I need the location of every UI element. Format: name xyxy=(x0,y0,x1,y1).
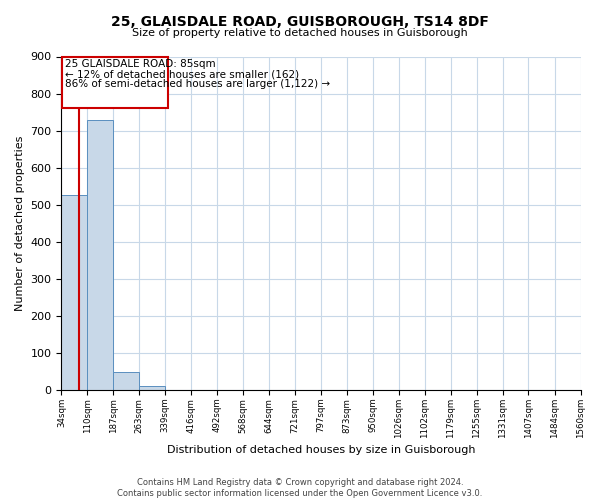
FancyBboxPatch shape xyxy=(62,56,168,108)
Bar xyxy=(113,372,139,390)
Text: Contains HM Land Registry data © Crown copyright and database right 2024.
Contai: Contains HM Land Registry data © Crown c… xyxy=(118,478,482,498)
Bar xyxy=(87,120,113,390)
Y-axis label: Number of detached properties: Number of detached properties xyxy=(15,136,25,311)
Text: 25, GLAISDALE ROAD, GUISBOROUGH, TS14 8DF: 25, GLAISDALE ROAD, GUISBOROUGH, TS14 8D… xyxy=(111,15,489,29)
Text: ← 12% of detached houses are smaller (162): ← 12% of detached houses are smaller (16… xyxy=(65,70,299,80)
Bar xyxy=(139,386,165,390)
Text: Size of property relative to detached houses in Guisborough: Size of property relative to detached ho… xyxy=(132,28,468,38)
Text: 25 GLAISDALE ROAD: 85sqm: 25 GLAISDALE ROAD: 85sqm xyxy=(65,59,215,69)
Text: 86% of semi-detached houses are larger (1,122) →: 86% of semi-detached houses are larger (… xyxy=(65,80,330,90)
Bar xyxy=(61,196,87,390)
X-axis label: Distribution of detached houses by size in Guisborough: Distribution of detached houses by size … xyxy=(167,445,475,455)
